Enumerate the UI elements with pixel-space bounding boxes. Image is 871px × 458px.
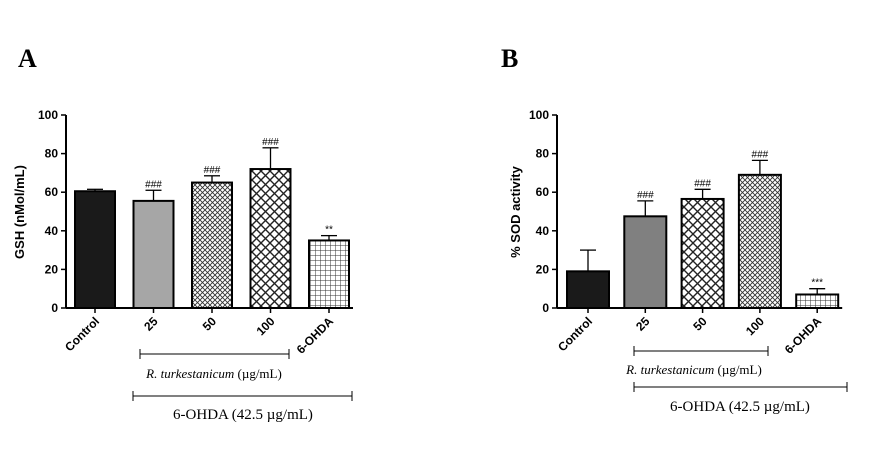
significance-label: *** — [811, 278, 823, 289]
x-tick-label: 100 — [743, 314, 767, 338]
chart-panel-a: A GSH (nMol/mL) 0 20 40 60 80 100 Control ### 25 ##… — [12, 44, 353, 423]
y-axis-title: % SOD activity — [508, 165, 523, 258]
bar — [308, 239, 350, 309]
x-tick-label: 25 — [141, 314, 161, 334]
bar — [795, 293, 840, 309]
significance-label: ### — [694, 178, 711, 189]
significance-label: ** — [325, 225, 333, 236]
y-tick-label: 40 — [536, 224, 550, 238]
significance-label: ### — [637, 190, 654, 201]
y-tick-label: 0 — [542, 301, 549, 315]
y-tick-label: 20 — [45, 262, 59, 276]
x-tick-label: 50 — [690, 314, 710, 334]
extract-bracket-label: R. turkestanicum (µg/mL) — [145, 366, 282, 381]
bar — [737, 173, 782, 309]
y-tick-label: 60 — [536, 185, 550, 199]
x-tick-label: 100 — [254, 314, 278, 338]
panel-label: A — [18, 44, 37, 73]
bar — [566, 270, 610, 309]
x-tick-label: Control — [555, 314, 595, 354]
significance-label: ### — [752, 149, 769, 160]
significance-label: ### — [145, 179, 162, 190]
bar — [249, 168, 292, 309]
x-tick-label: 6-OHDA — [294, 314, 337, 357]
y-tick-label: 60 — [45, 185, 59, 199]
x-tick-label: Control — [62, 314, 102, 354]
y-tick-label: 20 — [536, 262, 550, 276]
bar — [74, 190, 116, 309]
bar — [191, 181, 233, 309]
significance-label: ### — [262, 137, 279, 148]
y-axis-title: GSH (nMol/mL) — [12, 165, 27, 259]
x-tick-label: 6-OHDA — [782, 314, 825, 357]
y-tick-label: 40 — [45, 224, 59, 238]
y-tick-label: 0 — [51, 301, 58, 315]
bar — [132, 199, 175, 309]
y-tick-label: 100 — [38, 108, 58, 122]
ohda-bracket-label: 6-OHDA (42.5 µg/mL) — [173, 407, 313, 423]
x-tick-label: 50 — [200, 314, 220, 334]
chart-panel-b: B % SOD activity 0 20 40 60 80 100 Control ### 25 #… — [501, 44, 848, 415]
x-tick-label: 25 — [633, 314, 653, 334]
y-tick-label: 80 — [45, 147, 59, 161]
ohda-bracket-label: 6-OHDA (42.5 µg/mL) — [670, 399, 810, 415]
extract-bracket-label: R. turkestanicum (µg/mL) — [625, 362, 762, 377]
significance-label: ### — [204, 165, 221, 176]
bar — [623, 215, 668, 309]
y-tick-label: 100 — [529, 108, 549, 122]
bar — [680, 197, 725, 309]
y-tick-label: 80 — [536, 147, 550, 161]
panel-label: B — [501, 44, 518, 73]
